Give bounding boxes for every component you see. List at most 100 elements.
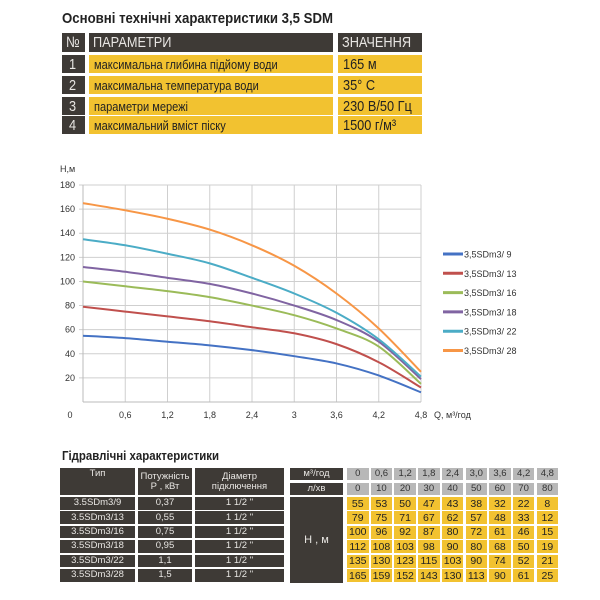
h-value: 38: [465, 497, 487, 510]
x-tick-label: 2,4: [246, 410, 259, 420]
hydro-title: Гідравлічні характеристики: [62, 448, 220, 463]
h-value: 48: [489, 511, 511, 525]
y-tick-label: 80: [65, 301, 75, 311]
h-value-text: 62: [446, 511, 459, 524]
lmin-value-text: 0: [355, 483, 361, 494]
m3-value: 4,8: [536, 468, 559, 480]
h-value-text: 108: [372, 540, 391, 553]
lmin-label-text: л/хв: [307, 483, 326, 494]
spec-value-3-text: 230 В/50 Гц: [343, 97, 412, 115]
y-tick-label: 40: [65, 349, 75, 359]
h-value-text: 159: [372, 569, 391, 582]
lmin-value: 60: [489, 483, 511, 495]
row-type: 3.5SDm3/18: [60, 540, 135, 553]
h-value: 80: [441, 525, 464, 539]
lmin-value: 0: [347, 483, 369, 495]
y-tick-label: 160: [60, 204, 75, 214]
row-diam: 1 1/2 ": [195, 511, 284, 524]
spec-value-4-text: 1500 г/м³: [343, 116, 397, 134]
h-value: 50: [394, 497, 416, 510]
h-value-text: 43: [446, 497, 459, 510]
h-value: 103: [394, 540, 416, 554]
h-value: 46: [512, 525, 535, 539]
h-value-text: 50: [517, 540, 530, 553]
h-value: 80: [465, 540, 487, 554]
x-tick-label: 3: [292, 410, 297, 420]
h-value: 47: [418, 497, 440, 510]
lmin-value: 10: [370, 483, 393, 495]
spec-value-1: 165 м: [338, 55, 422, 73]
row-type: 3.5SDm3/9: [60, 497, 135, 510]
lmin-value-text: 70: [518, 483, 529, 494]
h-value: 61: [512, 569, 535, 582]
h-value-text: 53: [375, 497, 388, 510]
h-value: 52: [512, 554, 535, 568]
h-value: 75: [370, 511, 393, 525]
m3-value: 3,0: [465, 468, 487, 480]
h-value: 67: [418, 511, 440, 525]
series-line-3: [82, 265, 422, 380]
h-value-text: 112: [349, 540, 367, 553]
h-value-text: 19: [541, 540, 554, 553]
h-value: 90: [465, 554, 487, 568]
y-tick-label: 20: [65, 373, 75, 383]
row-diam: 1 1/2 ": [195, 554, 284, 568]
row-diam-text: 1 1/2 ": [225, 540, 254, 552]
h-value-text: 152: [396, 569, 414, 582]
h-value-text: 90: [446, 540, 459, 553]
h-value: 159: [370, 569, 393, 582]
h-value: 33: [512, 511, 535, 525]
h-value: 98: [418, 540, 440, 554]
row-diam: 1 1/2 ": [195, 497, 284, 510]
lmin-value-text: 60: [494, 483, 506, 494]
h-label-text: Н , м: [304, 534, 329, 546]
spec-n-2: 2: [62, 76, 85, 94]
spec-value-3: 230 В/50 Гц: [338, 97, 422, 115]
row-type: 3.5SDm3/16: [60, 525, 135, 539]
h-value-text: 143: [420, 569, 438, 582]
h-value: 19: [536, 540, 559, 554]
h-value: 87: [418, 525, 440, 539]
m3-value-text: 4,2: [517, 468, 531, 479]
y-tick-label: 120: [60, 252, 75, 262]
h-value-text: 61: [494, 526, 506, 539]
series-line-2: [82, 280, 422, 385]
h-value: 90: [441, 540, 464, 554]
y-axis-label: Н,м: [60, 164, 75, 174]
h-value-text: 50: [399, 497, 411, 510]
row-power: 0,75: [138, 525, 192, 539]
series-line-4: [82, 238, 422, 378]
h-value-text: 80: [446, 526, 459, 539]
row-power: 0,55: [138, 511, 192, 524]
col-diam-header: Діаметр підключення: [195, 468, 284, 495]
h-value-text: 12: [541, 511, 554, 524]
h-value: 50: [512, 540, 535, 554]
row-type: 3.5SDm3/22: [60, 554, 135, 568]
h-value-text: 71: [399, 511, 411, 524]
m3-value-text: 4,8: [540, 468, 554, 479]
h-value-text: 32: [494, 497, 506, 510]
h-value-text: 48: [494, 511, 506, 524]
x-tick-label: 1,8: [203, 410, 216, 420]
spec-n-2-text: 2: [69, 76, 77, 94]
h-value: 130: [370, 554, 393, 568]
h-value-text: 46: [517, 526, 530, 539]
row-diam: 1 1/2 ": [195, 540, 284, 553]
legend-label-2: 3,5SDm3/ 16: [464, 288, 517, 298]
h-value: 92: [394, 525, 416, 539]
h-value-text: 15: [541, 526, 554, 539]
h-value-text: 98: [423, 540, 435, 553]
spec-header-value: ЗНАЧЕННЯ: [338, 33, 422, 52]
spec-value-2: 35° C: [338, 76, 422, 94]
h-value-text: 130: [372, 555, 391, 568]
spec-n-4-text: 4: [69, 116, 77, 134]
h-value-text: 74: [494, 555, 506, 568]
h-value: 130: [441, 569, 464, 582]
series-line-5: [82, 202, 422, 373]
legend-label-5: 3,5SDm3/ 28: [464, 346, 517, 356]
row-power-text: 0,55: [155, 511, 175, 523]
m3-value: 1,8: [418, 468, 440, 480]
spec-header-n-text: №: [66, 34, 80, 51]
m3-value: 2,4: [441, 468, 464, 480]
